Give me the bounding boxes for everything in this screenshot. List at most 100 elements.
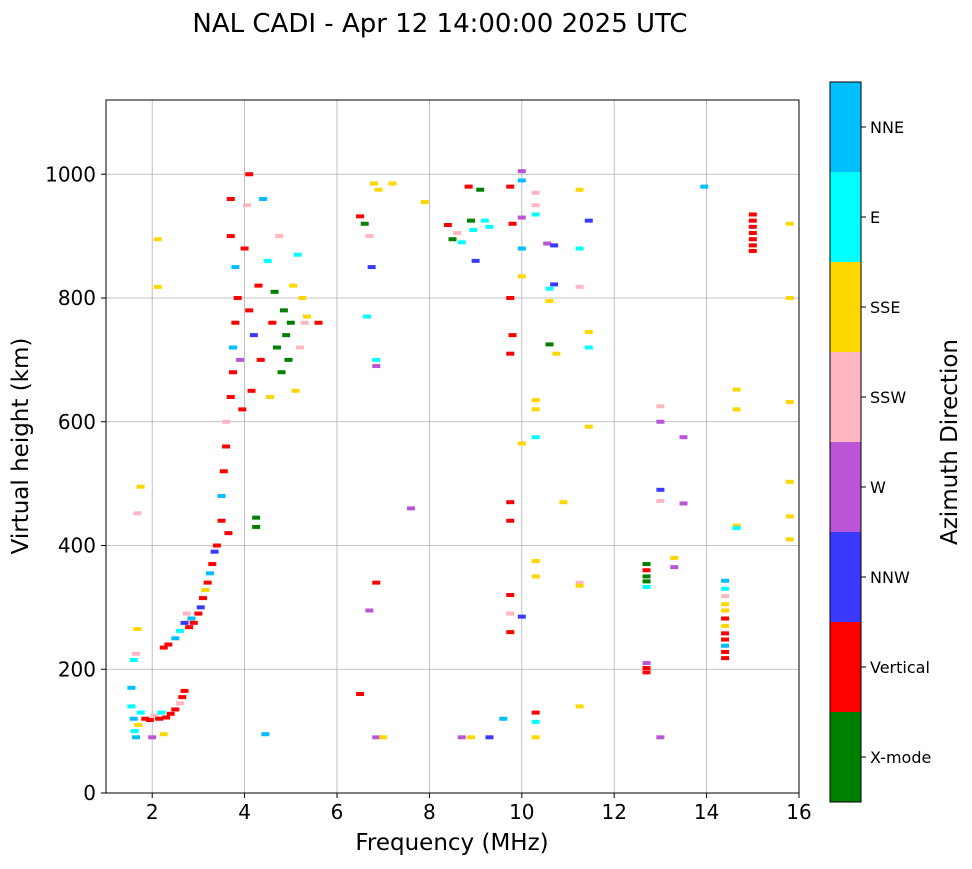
echo-point [575,580,584,585]
echo-point [552,351,561,356]
echo-point [217,494,226,498]
echo-point [127,704,136,709]
echo-point [203,580,212,585]
echo-point [226,395,235,399]
echo-point [226,197,235,201]
echo-point [575,187,584,192]
echo-point [748,231,757,236]
echo-point [231,265,240,270]
echo-point [159,732,168,737]
echo-point [171,707,180,712]
echo-point [732,526,741,531]
echo-point [153,237,162,242]
echo-point [656,404,665,409]
echo-point [642,574,651,579]
echo-point [506,500,515,505]
echo-point [270,289,279,294]
echo-point [212,543,221,548]
echo-point [175,701,184,706]
colorbar-swatch [830,442,861,532]
echo-point [129,657,138,662]
echo-point [517,169,526,174]
echo-point [367,265,376,270]
echo-point [506,630,515,635]
y-tick-label: 400 [58,534,96,558]
echo-point [240,246,249,251]
x-tick-label: 8 [423,800,436,824]
echo-point [575,704,584,709]
echo-point [517,178,526,183]
echo-point [642,666,651,671]
colorbar-swatch [830,262,861,352]
echo-point [466,218,475,223]
echo-point [732,407,741,412]
echo-point [282,333,291,338]
colorbar-swatch [830,712,861,802]
echo-point [369,181,378,186]
echo-point [721,586,730,591]
echo-point [517,215,526,220]
echo-point [259,197,268,201]
echo-point [374,187,383,192]
echo-point [189,620,198,625]
echo-point [443,222,452,227]
colorbar-tick-label: SSW [870,388,906,407]
echo-point [233,296,242,300]
echo-point [266,395,275,399]
echo-point [388,181,397,186]
x-tick-label: 10 [509,800,534,824]
echo-point [252,524,261,529]
colorbar-tick-label: E [870,208,880,227]
echo-point [261,732,270,737]
echo-point [127,685,136,690]
colorbar-swatch [830,532,861,622]
echo-point [531,719,540,724]
x-axis-label: Frequency (MHz) [355,830,548,856]
echo-point [656,498,665,503]
echo-point [506,518,515,523]
echo-point [180,620,189,625]
echo-point [506,296,515,300]
echo-point [531,435,540,440]
echo-point [584,218,593,223]
echo-point [531,574,540,579]
echo-point [785,399,794,404]
echo-point [732,387,741,392]
y-tick-label: 0 [83,781,96,805]
echo-point [469,227,478,232]
echo-point [748,237,757,242]
colorbar-tick-label: SSE [870,298,900,317]
echo-point [185,625,194,630]
echo-point [263,258,272,263]
echo-point [245,172,254,177]
echo-point [721,656,730,661]
echo-point [517,246,526,251]
echo-point [531,190,540,195]
echo-point [157,710,166,715]
echo-point [291,388,300,393]
echo-point [252,515,261,520]
echo-point [721,608,730,613]
echo-point [132,651,141,656]
colorbar-tick-label: NNW [870,568,910,587]
echo-point [379,735,388,740]
echo-point [134,722,143,727]
echo-point [642,579,651,584]
echo-point [365,608,374,613]
echo-point [785,479,794,484]
y-axis-label: Virtual height (km) [8,338,34,555]
echo-point [531,398,540,403]
echo-point [480,218,489,223]
echo-point [642,670,651,675]
colorbar-swatch [830,172,861,262]
echo-point [224,531,233,536]
echo-point [245,308,254,313]
echo-point [584,424,593,429]
echo-point [499,716,508,721]
echo-point [365,234,374,239]
echo-point [466,735,475,740]
colorbar: X-mode Vertical NNW W SSW SSE E NNE [829,81,931,803]
